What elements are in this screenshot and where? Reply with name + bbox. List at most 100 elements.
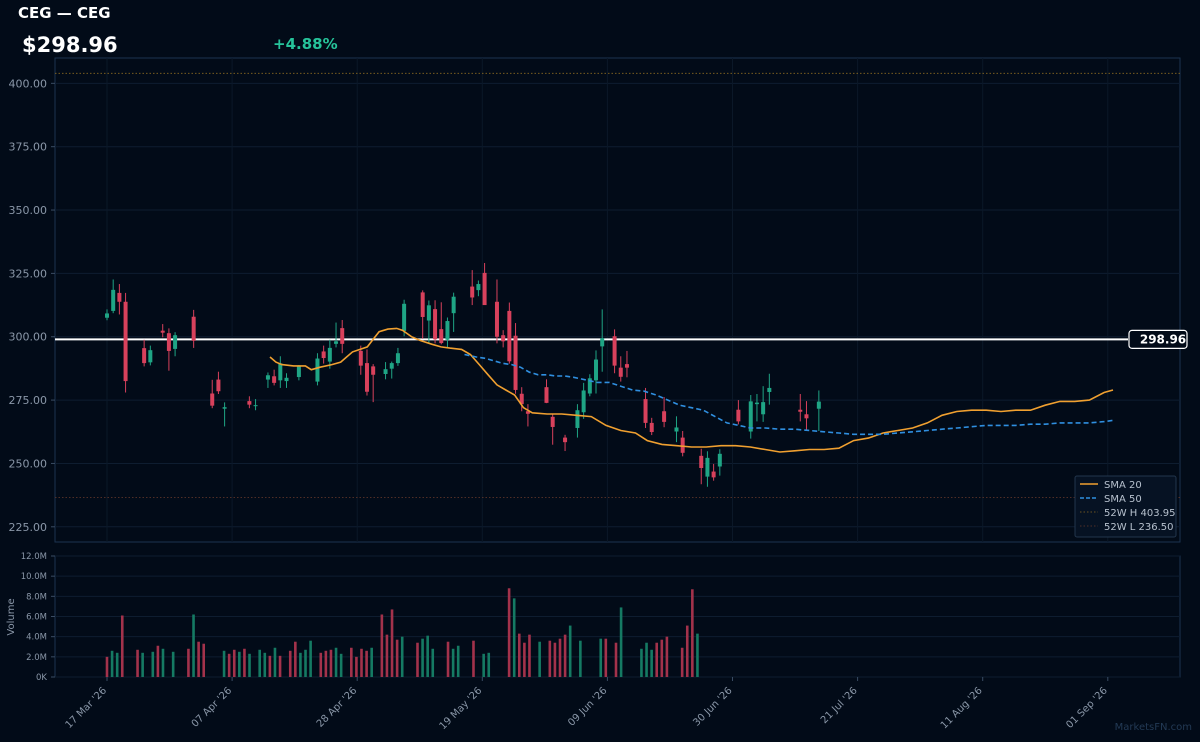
candle-body xyxy=(470,286,475,298)
date-tick-label: 28 Apr '26 xyxy=(315,685,359,729)
volume-bar xyxy=(339,653,343,677)
candle-body xyxy=(389,363,394,369)
candle-body xyxy=(265,375,270,380)
candle-body xyxy=(816,401,821,409)
candle-body xyxy=(160,330,165,333)
volume-bar xyxy=(451,648,455,677)
candle-body xyxy=(402,303,407,331)
candle-body xyxy=(513,335,518,390)
volume-bar xyxy=(691,589,694,677)
candle-body xyxy=(445,321,450,340)
volume-bar xyxy=(446,641,450,677)
volume-bar xyxy=(416,642,419,677)
candle-body xyxy=(420,292,425,317)
volume-bar xyxy=(558,638,562,677)
volume-bar xyxy=(263,652,267,677)
candle-body xyxy=(451,296,456,314)
date-tick-label: 21 Jul '26 xyxy=(819,685,860,726)
volume-bar xyxy=(538,641,541,677)
volume-bar xyxy=(370,647,373,677)
volume-bar xyxy=(232,649,236,677)
price-tick-label: 350.00 xyxy=(9,204,48,217)
candle-body xyxy=(123,301,128,382)
candle-body xyxy=(476,284,481,291)
volume-tick-label: 6.0M xyxy=(26,613,47,623)
candle-body xyxy=(798,409,803,412)
candle-body xyxy=(358,350,363,366)
volume-bar xyxy=(258,649,261,677)
price-tick-label: 250.00 xyxy=(9,457,48,470)
volume-bar xyxy=(324,650,328,677)
candle-body xyxy=(426,305,431,321)
candle-body xyxy=(717,453,722,467)
volume-bar xyxy=(334,647,338,677)
volume-bar xyxy=(523,642,526,677)
volume-tick-label: 0K xyxy=(36,673,47,683)
volume-bar xyxy=(294,641,297,677)
volume-bar xyxy=(655,642,659,677)
price-axis: 225.00 250.00 275.00 300.00 325.00 350.00 375.… xyxy=(9,77,55,534)
candle-body xyxy=(278,363,283,381)
candle-body xyxy=(191,316,196,341)
volume-bar xyxy=(645,642,648,677)
candle-body xyxy=(247,401,252,405)
candle-body xyxy=(105,313,109,318)
volume-bar xyxy=(507,588,511,677)
volume-bar xyxy=(238,651,241,677)
candle-body xyxy=(674,427,679,432)
candle-body xyxy=(371,366,376,375)
volume-bar xyxy=(202,643,206,677)
volume-bar xyxy=(563,634,567,677)
candle-body xyxy=(334,341,339,344)
volume-bar xyxy=(568,625,572,677)
volume-bar xyxy=(156,645,160,677)
candle-body xyxy=(383,369,388,374)
candle-body xyxy=(216,379,221,392)
volume-bar xyxy=(288,650,292,677)
date-tick-label: 11 Aug '26 xyxy=(939,685,985,731)
volume-bar xyxy=(696,633,699,677)
volume-bars xyxy=(105,588,699,677)
volume-bar xyxy=(553,642,557,677)
date-tick-label: 09 Jun '26 xyxy=(566,685,609,728)
candle-body xyxy=(519,393,524,405)
candle-body xyxy=(587,378,592,394)
volume-tick-label: 10.0M xyxy=(21,572,47,582)
current-price: $298.96 xyxy=(22,33,118,57)
sma50-line xyxy=(464,353,1114,436)
candle-body xyxy=(736,409,741,422)
volume-tick-label: 12.0M xyxy=(21,552,47,562)
candle-body xyxy=(618,367,623,377)
candle-body xyxy=(284,377,289,382)
candle-body xyxy=(705,457,710,477)
volume-bar xyxy=(660,639,664,677)
price-tick-label: 325.00 xyxy=(9,267,48,280)
candle-body xyxy=(222,407,227,409)
candle-body xyxy=(754,402,759,405)
volume-bar xyxy=(487,652,491,677)
price-tick-label: 300.00 xyxy=(9,331,48,344)
volume-bar xyxy=(105,656,109,677)
volume-bar xyxy=(299,652,302,677)
candle-body xyxy=(649,422,654,433)
candle-body xyxy=(173,335,178,349)
volume-bar xyxy=(385,634,389,677)
volume-bar xyxy=(151,651,155,677)
volume-tick-label: 2.0M xyxy=(26,653,47,663)
volume-bar xyxy=(680,647,684,677)
candle-body xyxy=(680,437,685,453)
candle-body xyxy=(395,353,400,364)
candle-body xyxy=(643,399,648,423)
volume-bar xyxy=(115,652,119,677)
volume-bar xyxy=(161,648,165,677)
candle-body xyxy=(594,359,599,381)
candle-body xyxy=(111,289,116,311)
candle-body xyxy=(748,401,753,432)
last-price-text: 298.96 xyxy=(1140,332,1186,346)
candle-body xyxy=(433,309,438,340)
candle-body xyxy=(581,390,586,413)
candle-body xyxy=(544,387,549,403)
candle-body xyxy=(767,387,772,392)
price-tick-label: 375.00 xyxy=(9,141,48,154)
volume-bar xyxy=(400,636,404,677)
